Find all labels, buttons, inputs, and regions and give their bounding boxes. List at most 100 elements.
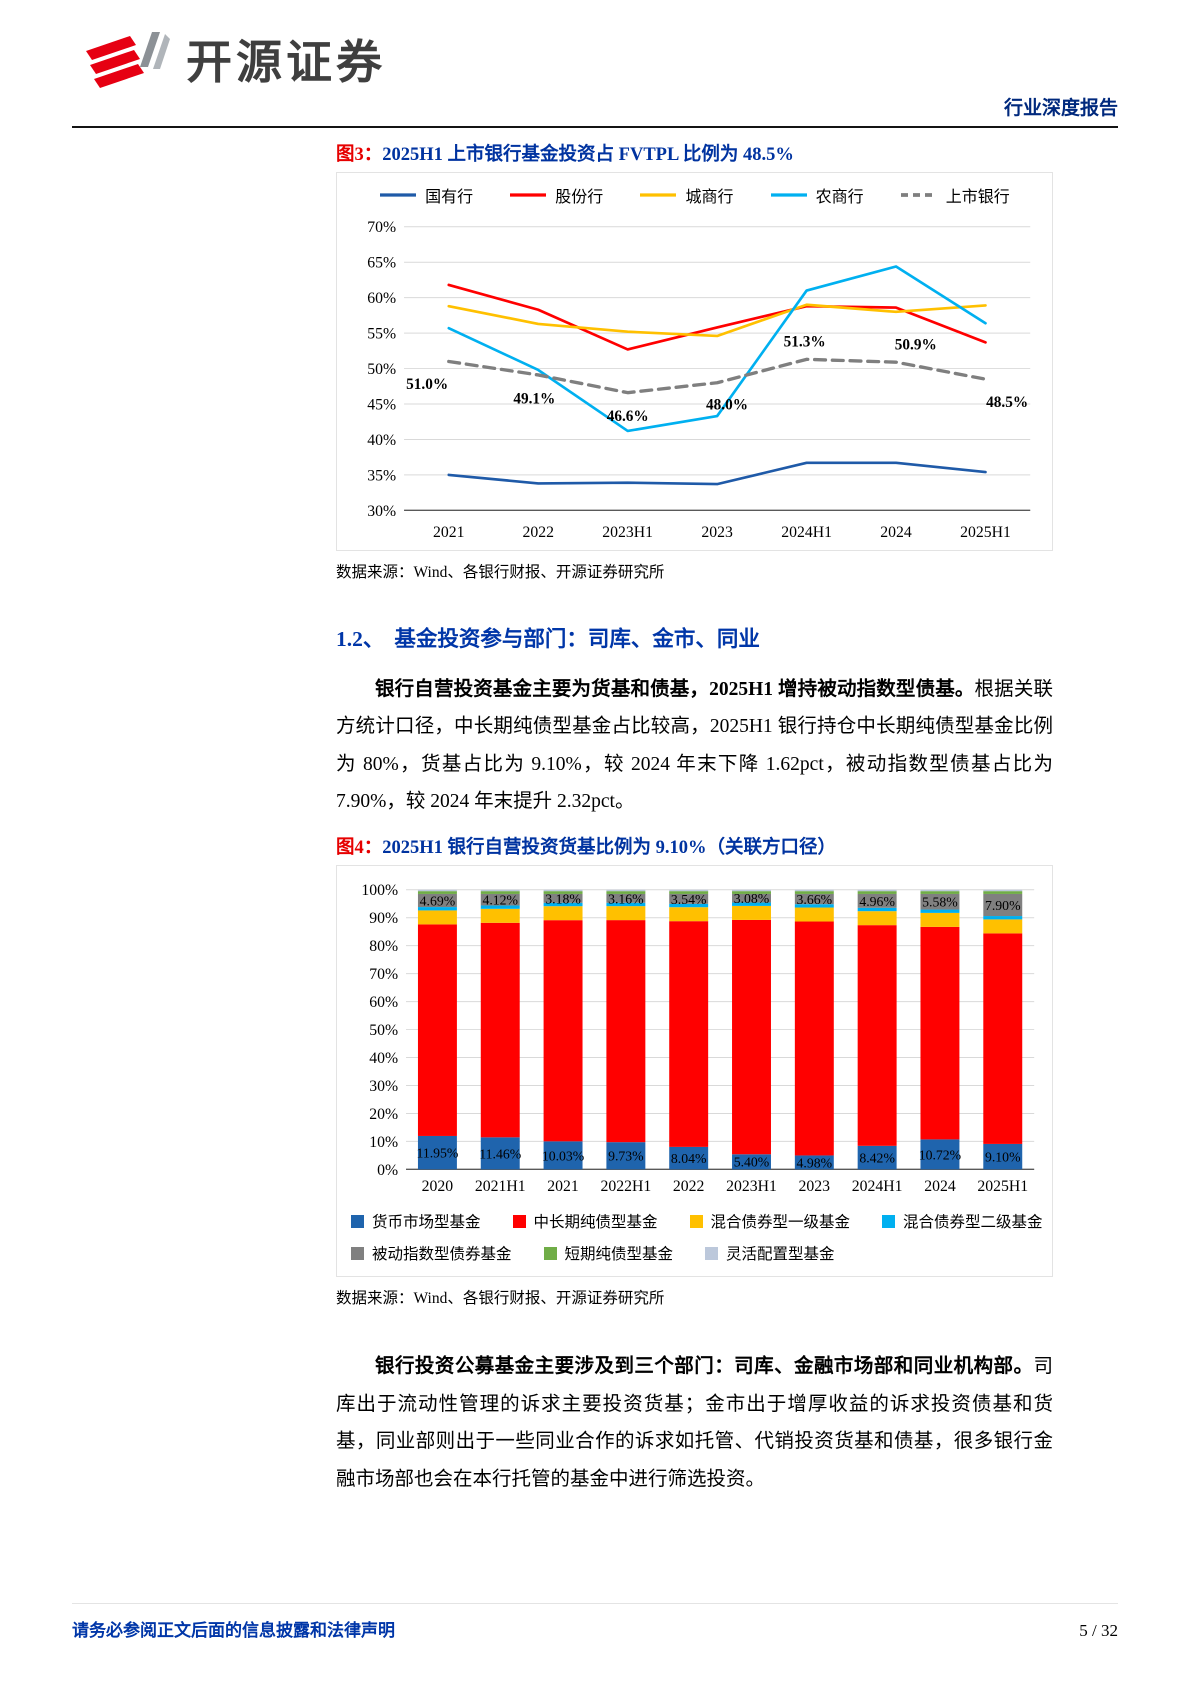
legend-line-swatch bbox=[770, 193, 807, 197]
svg-text:65%: 65% bbox=[367, 255, 396, 272]
svg-text:0%: 0% bbox=[377, 1161, 398, 1178]
svg-text:2023H1: 2023H1 bbox=[602, 524, 653, 541]
svg-text:30%: 30% bbox=[367, 503, 396, 520]
legend-square-swatch bbox=[689, 1214, 703, 1228]
svg-text:11.46%: 11.46% bbox=[479, 1146, 521, 1161]
svg-text:2021H1: 2021H1 bbox=[475, 1178, 526, 1195]
page-footer: 请务必参阅正文后面的信息披露和法律声明 5 / 32 bbox=[72, 1603, 1118, 1641]
legend-label: 农商行 bbox=[815, 189, 864, 206]
figure3-source: 数据来源：Wind、各银行财报、开源证券研究所 bbox=[336, 563, 665, 581]
svg-text:4.96%: 4.96% bbox=[859, 893, 895, 908]
svg-text:3.16%: 3.16% bbox=[608, 891, 644, 906]
legend-square-swatch bbox=[882, 1214, 896, 1228]
paragraph-1-body: 根据关联方统计口径，中长期纯债型基金占比较高，2025H1 银行持仓中长期纯债型… bbox=[336, 678, 1053, 813]
figure3-title-text: 2025H1 上市银行基金投资占 FVTPL 比例为 48.5% bbox=[382, 145, 794, 165]
svg-text:50.9%: 50.9% bbox=[895, 336, 937, 353]
svg-text:2021: 2021 bbox=[433, 524, 465, 541]
figure3-title: 图3：2025H1 上市银行基金投资占 FVTPL 比例为 48.5% bbox=[336, 140, 1053, 166]
svg-text:2023: 2023 bbox=[799, 1178, 831, 1195]
svg-text:50%: 50% bbox=[369, 1022, 398, 1039]
svg-text:60%: 60% bbox=[369, 994, 398, 1011]
svg-text:3.66%: 3.66% bbox=[797, 892, 833, 907]
figure3-chart-box: 国有行 股份行 城商行 农商行 上市银行 30% 35% 40% 45% 50% 55% 60% 65… bbox=[336, 172, 1053, 551]
svg-text:9.10%: 9.10% bbox=[985, 1149, 1021, 1164]
legend-item: 短期纯债型基金 bbox=[543, 1242, 674, 1264]
paragraph-2-body: 司库出于流动性管理的诉求主要投资货基；金市出于增厚收益的诉求投资债基和货基，同业… bbox=[336, 1356, 1053, 1490]
svg-text:2025H1: 2025H1 bbox=[960, 524, 1011, 541]
legend-label: 混合债券型二级基金 bbox=[903, 1214, 1043, 1232]
legend-line-swatch bbox=[640, 193, 677, 197]
legend-item: 国有行 bbox=[379, 183, 473, 207]
figure4-bar-chart: 0% 10% 20% 30% 40% 50% 60% 70% 80% 90% 100% 2020 202… bbox=[343, 874, 1046, 1199]
svg-text:10.03%: 10.03% bbox=[542, 1148, 584, 1163]
legend-square-swatch bbox=[351, 1214, 364, 1228]
footer-page-number: 5 / 32 bbox=[1079, 1621, 1118, 1640]
svg-text:51.0%: 51.0% bbox=[406, 376, 448, 393]
svg-text:3.54%: 3.54% bbox=[671, 891, 707, 906]
svg-text:2022: 2022 bbox=[673, 1178, 705, 1195]
figure3-line-chart: 30% 35% 40% 45% 50% 55% 60% 65% 70% 2021 2022 2023H… bbox=[343, 213, 1046, 546]
svg-text:55%: 55% bbox=[367, 326, 396, 343]
legend-label: 股份行 bbox=[555, 189, 604, 206]
svg-text:70%: 70% bbox=[369, 966, 398, 983]
line-chart-svg: 30% 35% 40% 45% 50% 55% 60% 65% 70% 2021 2022 2023H… bbox=[367, 219, 1031, 541]
legend-label: 混合债券型一级基金 bbox=[710, 1214, 851, 1232]
legend-item: 股份行 bbox=[509, 183, 603, 207]
svg-text:9.73%: 9.73% bbox=[608, 1148, 644, 1163]
svg-text:40%: 40% bbox=[369, 1049, 398, 1066]
legend-label: 国有行 bbox=[425, 189, 474, 206]
legend-item: 混合债券型一级基金 bbox=[689, 1210, 851, 1232]
legend-label: 中长期纯债型基金 bbox=[533, 1214, 658, 1232]
legend-label: 短期纯债型基金 bbox=[564, 1246, 674, 1264]
legend-square-swatch bbox=[351, 1246, 364, 1260]
svg-text:4.69%: 4.69% bbox=[420, 893, 456, 908]
svg-text:2023H1: 2023H1 bbox=[726, 1178, 777, 1195]
svg-text:8.04%: 8.04% bbox=[671, 1151, 707, 1166]
svg-text:2020: 2020 bbox=[422, 1178, 454, 1195]
figure4-legend: 货币市场型基金 中长期纯债型基金 混合债券型一级基金 混合债券型二级基金被动指数型债券… bbox=[343, 1198, 1046, 1272]
svg-text:2024H1: 2024H1 bbox=[781, 524, 832, 541]
figure4-title-text: 2025H1 银行自营投资货基比例为 9.10%（关联方口径） bbox=[382, 837, 837, 858]
legend-label: 货币市场型基金 bbox=[372, 1214, 481, 1232]
svg-text:5.40%: 5.40% bbox=[734, 1154, 770, 1169]
figure4-section: 图4：2025H1 银行自营投资货基比例为 9.10%（关联方口径） 0% 10%… bbox=[336, 833, 1053, 1309]
figure4-source: 数据来源：Wind、各银行财报、开源证券研究所 bbox=[336, 1290, 665, 1308]
svg-text:2022H1: 2022H1 bbox=[601, 1178, 652, 1195]
brand-name: 开源证券 bbox=[186, 36, 386, 88]
legend-label: 被动指数型债券基金 bbox=[372, 1246, 512, 1264]
legend-item: 中长期纯债型基金 bbox=[512, 1210, 658, 1232]
legend-square-swatch bbox=[512, 1214, 526, 1228]
figure3-label: 图3： bbox=[336, 145, 383, 165]
svg-text:10%: 10% bbox=[369, 1133, 398, 1150]
svg-text:5.58%: 5.58% bbox=[922, 894, 958, 909]
svg-text:48.0%: 48.0% bbox=[706, 396, 748, 413]
figure4-title: 图4：2025H1 银行自营投资货基比例为 9.10%（关联方口径） bbox=[336, 833, 1053, 859]
legend-line-swatch bbox=[380, 193, 417, 197]
section-title: 基金投资参与部门：司库、金市、同业 bbox=[394, 626, 760, 651]
svg-text:10.72%: 10.72% bbox=[919, 1147, 961, 1162]
legend-label: 上市银行 bbox=[945, 189, 1010, 206]
figure4-label: 图4： bbox=[336, 837, 383, 858]
legend-row: 货币市场型基金 中长期纯债型基金 混合债券型一级基金 混合债券型二级基金 bbox=[351, 1210, 1044, 1232]
paragraph-2-lead: 银行投资公募基金主要涉及到三个部门：司库、金融市场部和同业机构部。 bbox=[375, 1356, 1034, 1378]
svg-text:20%: 20% bbox=[369, 1105, 398, 1122]
legend-item: 农商行 bbox=[770, 183, 864, 207]
svg-text:8.42%: 8.42% bbox=[859, 1150, 895, 1165]
report-type-label: 行业深度报告 bbox=[1003, 98, 1118, 119]
legend-row: 被动指数型债券基金 短期纯债型基金 灵活配置型基金 bbox=[351, 1242, 1044, 1264]
legend-item: 被动指数型债券基金 bbox=[351, 1242, 512, 1264]
paragraph-1-lead: 银行自营投资基金主要为货基和债基，2025H1 增持被动指数型债基。 bbox=[375, 678, 975, 700]
svg-text:48.5%: 48.5% bbox=[986, 394, 1028, 411]
legend-item: 混合债券型二级基金 bbox=[882, 1210, 1043, 1232]
legend-item: 货币市场型基金 bbox=[351, 1210, 481, 1232]
svg-text:80%: 80% bbox=[369, 938, 398, 955]
svg-text:2024: 2024 bbox=[924, 1178, 956, 1195]
legend-label: 灵活配置型基金 bbox=[726, 1246, 835, 1264]
section-number: 1.2、 bbox=[336, 626, 385, 651]
legend-line-swatch bbox=[510, 193, 547, 197]
figure3-section: 图3：2025H1 上市银行基金投资占 FVTPL 比例为 48.5% 国有行 股… bbox=[336, 140, 1053, 582]
figure4-chart-box: 0% 10% 20% 30% 40% 50% 60% 70% 80% 90% 100% 2020 202… bbox=[336, 864, 1053, 1278]
main-content: 图3：2025H1 上市银行基金投资占 FVTPL 比例为 48.5% 国有行 股… bbox=[336, 128, 1053, 1508]
svg-text:49.1%: 49.1% bbox=[513, 390, 555, 407]
